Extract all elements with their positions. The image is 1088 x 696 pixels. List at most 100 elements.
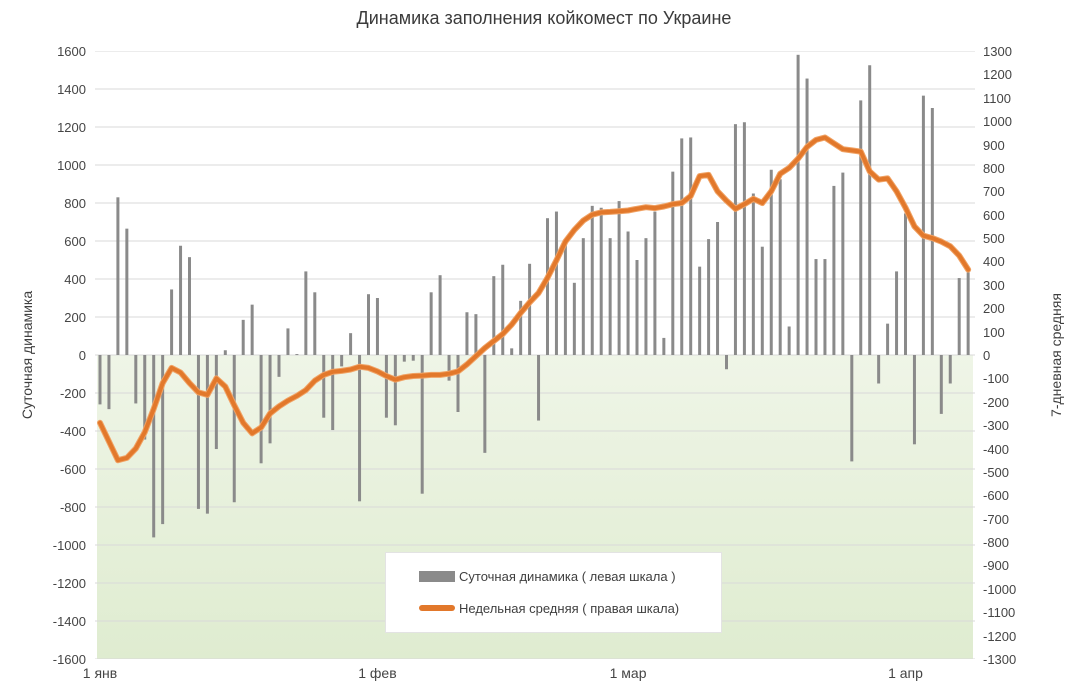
right-axis-tick: 400 [983, 254, 1005, 270]
daily-bar [519, 300, 523, 355]
daily-bar [170, 289, 174, 355]
daily-bar [510, 348, 514, 355]
left-axis-tick: -1600 [52, 652, 86, 667]
daily-bar [447, 355, 451, 381]
daily-bar [349, 333, 353, 355]
daily-bar [250, 304, 254, 355]
right-axis-tick: -1100 [983, 605, 1016, 621]
daily-bar [635, 260, 639, 355]
daily-bar [716, 222, 720, 355]
daily-bar [930, 108, 934, 355]
daily-bar [375, 298, 379, 355]
left-axis-tick: -1000 [52, 538, 86, 553]
daily-bar [653, 211, 657, 355]
daily-bar [528, 263, 532, 355]
daily-bar [304, 271, 308, 355]
right-axis-tick: 500 [983, 231, 1005, 247]
daily-bar [232, 355, 236, 503]
daily-bar [957, 278, 961, 355]
daily-bar [322, 355, 326, 418]
daily-bar [644, 238, 648, 355]
daily-bar [411, 355, 415, 361]
daily-bar [438, 275, 442, 355]
right-axis-tick: 1100 [983, 90, 1011, 106]
left-axis-tick: -1200 [52, 576, 86, 591]
daily-bar [859, 100, 863, 356]
daily-bar [188, 257, 191, 355]
right-axis-tick: -700 [983, 511, 1010, 527]
daily-bar [331, 355, 335, 431]
daily-bar [268, 355, 272, 444]
left-axis-tick: -1400 [52, 614, 86, 629]
daily-bar [546, 218, 549, 355]
left-axis-tick: 200 [64, 310, 86, 325]
right-axis-tick: -500 [983, 464, 1010, 480]
daily-bar [483, 355, 487, 453]
right-axis-tick: 0 [983, 348, 991, 363]
daily-bar [393, 355, 397, 426]
daily-bar [205, 355, 209, 514]
daily-bar [161, 355, 165, 525]
daily-bar [134, 355, 138, 404]
daily-bar [537, 355, 541, 421]
daily-bar [939, 355, 943, 414]
daily-bar [340, 355, 344, 367]
daily-bar [599, 207, 603, 355]
legend-item-weekly: Недельная средняя ( правая шкала) [419, 601, 721, 616]
weekly-average-line [98, 135, 971, 463]
left-axis-tick: 400 [64, 272, 86, 287]
daily-bar [832, 185, 836, 355]
daily-bar [277, 355, 281, 377]
daily-bar [367, 294, 370, 355]
daily-bar [689, 137, 693, 355]
daily-bar [626, 231, 630, 355]
bar-swatch-icon [419, 571, 455, 583]
daily-bar [196, 355, 200, 509]
daily-bar [474, 314, 478, 355]
left-axis-tick: -600 [59, 462, 86, 477]
daily-bar [179, 245, 183, 355]
daily-bar [778, 179, 782, 355]
legend-label-weekly: Недельная средняя ( правая шкала) [459, 600, 680, 616]
right-axis-tick: 700 [983, 184, 1005, 200]
legend-box: Суточная динамика ( левая шкала ) Недель… [385, 552, 722, 633]
daily-bar [384, 355, 388, 418]
daily-bar [895, 271, 899, 355]
x-axis-tick: 1 фев [358, 665, 397, 681]
daily-bar [769, 169, 773, 355]
left-axis-tick: 1400 [57, 82, 86, 97]
line-swatch-icon [419, 605, 455, 612]
daily-bar [662, 337, 666, 355]
right-axis-tick: 1300 [983, 44, 1012, 59]
daily-bar [554, 211, 558, 355]
legend-item-daily: Суточная динамика ( левая шкала ) [419, 569, 721, 584]
daily-bar [680, 138, 684, 355]
daily-bar [725, 355, 728, 370]
daily-bar [125, 228, 129, 355]
legend-label-daily: Суточная динамика ( левая шкала ) [459, 569, 676, 585]
daily-bar [492, 276, 496, 355]
right-axis-tick: -1200 [983, 628, 1017, 644]
left-axis-tick: 1200 [57, 120, 86, 135]
right-axis-tick: -900 [983, 558, 1010, 574]
right-axis-tick: 300 [983, 277, 1005, 293]
daily-bar [456, 355, 460, 412]
left-axis-tick: -200 [59, 386, 86, 401]
right-axis-tick: -100 [983, 371, 1010, 387]
daily-bar [358, 355, 362, 502]
daily-bar [563, 243, 567, 355]
right-axis-tick: 900 [983, 137, 1005, 153]
right-axis-tick: 600 [983, 207, 1005, 223]
daily-bar [214, 355, 218, 450]
daily-bar [223, 350, 227, 355]
left-axis-tick: -800 [59, 500, 86, 515]
right-axis-title: 7-дневная средняя [1048, 293, 1064, 417]
right-axis-tick: 200 [983, 301, 1005, 317]
daily-bar [886, 323, 890, 355]
x-axis-tick: 1 мар [609, 665, 647, 681]
left-axis-tick: 0 [78, 348, 86, 363]
left-axis-tick: 800 [64, 196, 86, 211]
right-axis-tick: -200 [983, 394, 1010, 410]
x-axis-tick: 1 янв [82, 665, 118, 681]
daily-bar [904, 213, 907, 355]
